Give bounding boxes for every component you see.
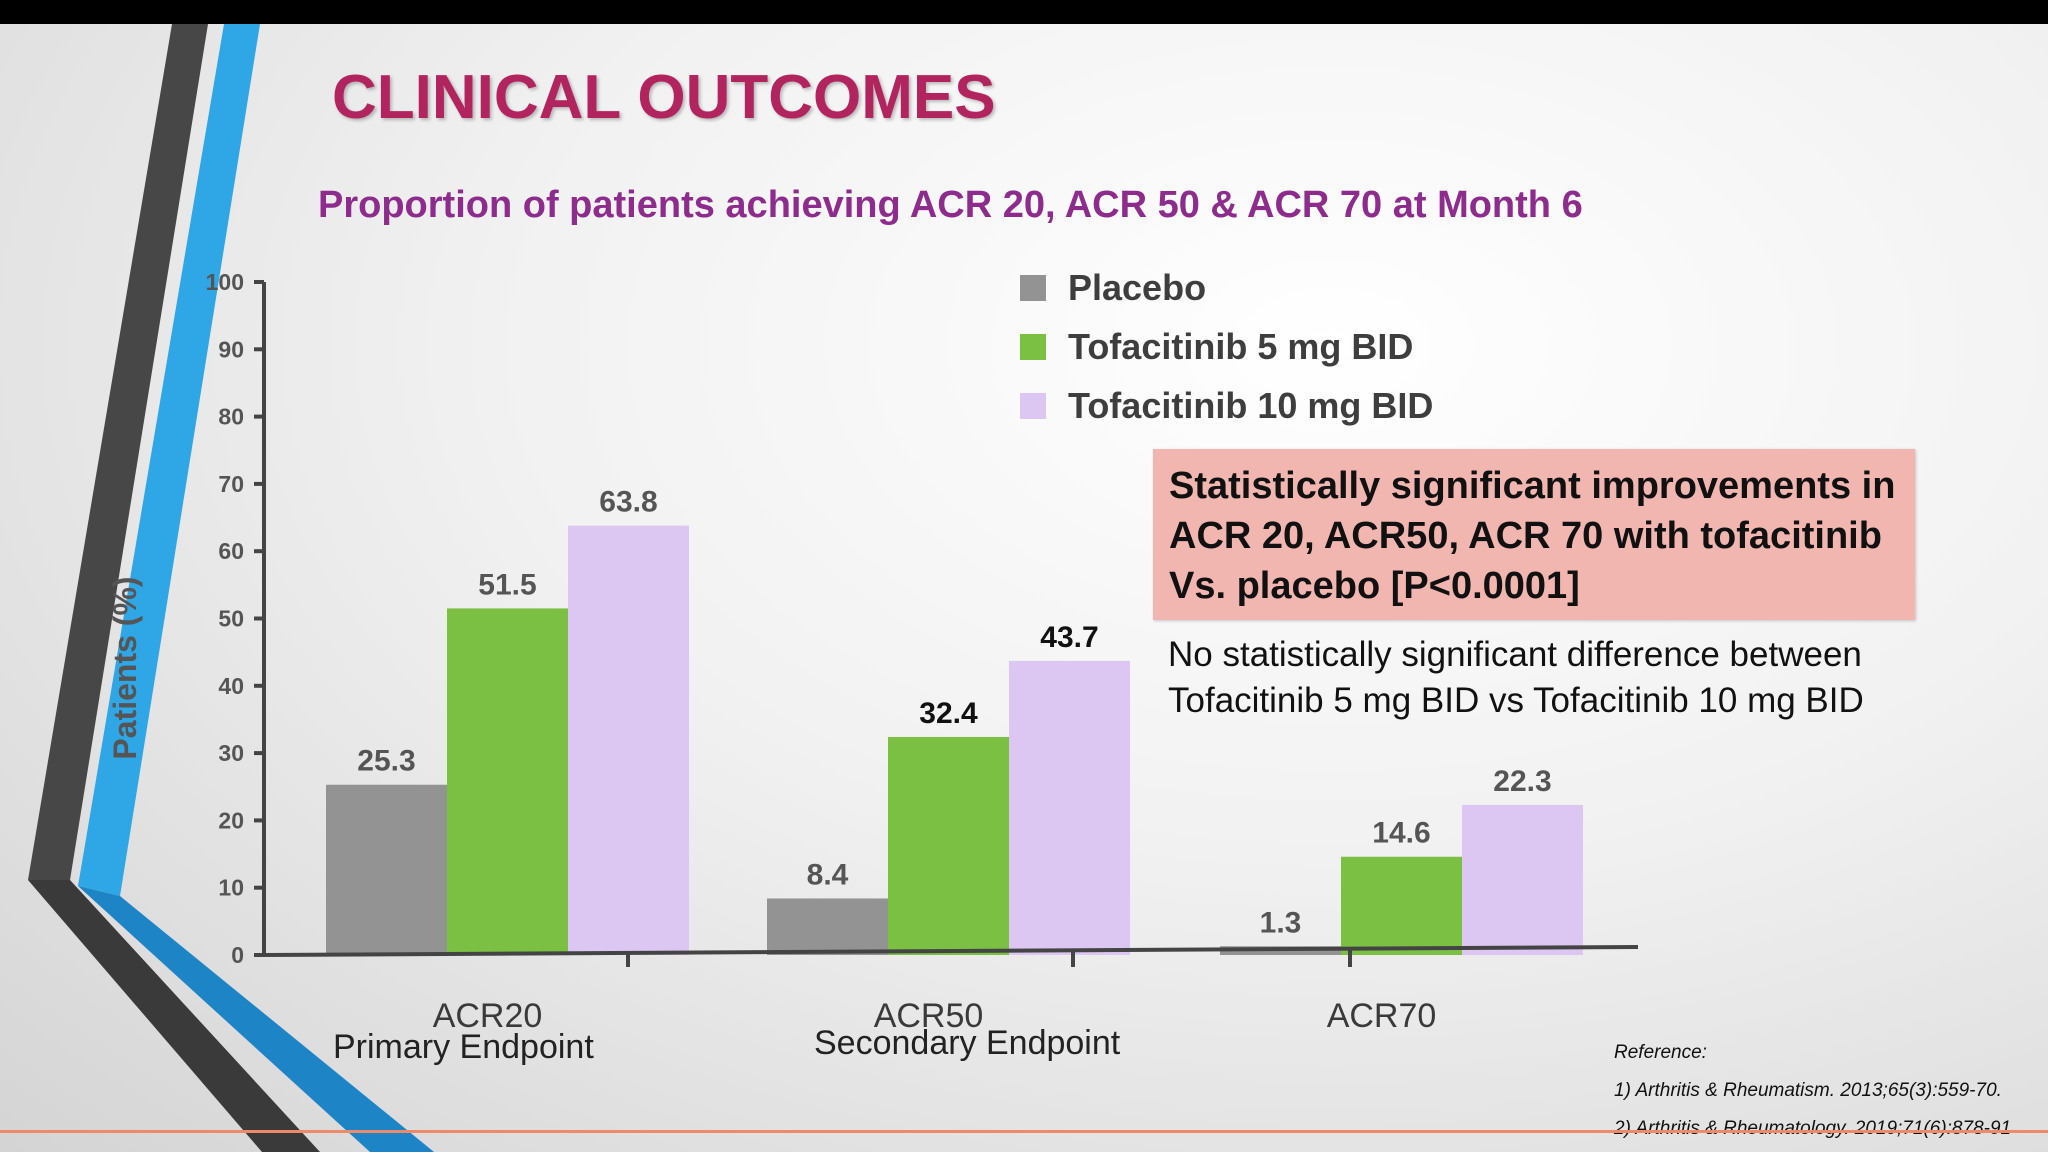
data-label-acr50-placebo: 8.4 <box>807 858 849 891</box>
y-tick-label-80: 80 <box>218 404 244 430</box>
y-tick-label-90: 90 <box>218 336 244 362</box>
no-difference-note: No statistically significant difference … <box>1168 635 1864 720</box>
top-letterbox-bar <box>0 0 2048 24</box>
bar-acr50-placebo <box>767 898 888 955</box>
y-tick-label-40: 40 <box>218 673 244 699</box>
y-tick-label-60: 60 <box>218 538 244 564</box>
y-tick-label-70: 70 <box>218 471 244 497</box>
blue-stripe-lower <box>78 886 434 1152</box>
axis-layer <box>254 280 1639 967</box>
secondary-endpoint-label: Secondary Endpoint <box>814 1024 1121 1062</box>
reference-item-1: 1) Arthritis & Rheumatism. 2013;65(3):55… <box>1614 1080 2002 1101</box>
bottom-accent-line <box>0 1130 2048 1133</box>
x-axis-line <box>263 945 1639 957</box>
category-label-acr70: ACR70 <box>1327 997 1437 1035</box>
category-label-acr20: ACR20 <box>433 997 543 1035</box>
data-label-acr70-placebo: 1.3 <box>1260 906 1302 939</box>
bar-acr20-tofacitinib-10-mg-bid <box>568 525 689 955</box>
legend-swatch-tofacitinib-10mg <box>1020 392 1046 419</box>
legend-label-tofacitinib-5mg: Tofacitinib 5 mg BID <box>1068 325 1414 367</box>
legend-item-tofacitinib-5mg: Tofacitinib 5 mg BID <box>1020 317 1433 376</box>
reference-heading: Reference: <box>1614 1042 1707 1063</box>
y-tick-label-0: 0 <box>231 942 244 968</box>
legend-swatch-tofacitinib-5mg <box>1020 333 1046 360</box>
y-axis-title: Patients (%) <box>107 576 143 759</box>
primary-endpoint-label: Primary Endpoint <box>333 1028 594 1066</box>
reference-item-2: 2) Arthritis & Rheumatology. 2019;71(6):… <box>1614 1118 2012 1139</box>
data-label-acr50-tofacitinib-5-mg-bid: 32.4 <box>919 697 978 730</box>
data-label-acr50-tofacitinib-10-mg-bid: 43.7 <box>1040 621 1098 654</box>
y-tick-label-50: 50 <box>218 606 244 632</box>
legend-label-placebo: Placebo <box>1068 266 1207 308</box>
dark-stripe-lower <box>28 880 320 1152</box>
category-label-acr50: ACR50 <box>874 997 984 1035</box>
bar-acr70-tofacitinib-10-mg-bid <box>1462 804 1583 955</box>
bar-acr20-placebo <box>326 784 447 955</box>
bar-acr70-tofacitinib-5-mg-bid <box>1341 856 1462 955</box>
y-tick-label-10: 10 <box>218 875 244 901</box>
bar-acr20-tofacitinib-5-mg-bid <box>447 608 568 955</box>
dark-stripe-upper <box>28 24 208 880</box>
legend-item-tofacitinib-10mg: Tofacitinib 10 mg BID <box>1020 376 1433 435</box>
significance-callout: Statistically significant improvements i… <box>1153 449 1915 620</box>
legend-swatch-placebo <box>1020 274 1046 301</box>
blue-stripe-upper <box>78 24 260 896</box>
y-tick-label-100: 100 <box>206 269 244 295</box>
data-label-acr70-tofacitinib-5-mg-bid: 14.6 <box>1372 817 1430 850</box>
legend-label-tofacitinib-10mg: Tofacitinib 10 mg BID <box>1068 384 1434 426</box>
data-label-acr20-tofacitinib-10-mg-bid: 63.8 <box>599 486 657 519</box>
y-tick-label-20: 20 <box>218 807 244 833</box>
bar-acr50-tofacitinib-5-mg-bid <box>888 736 1009 955</box>
y-tick-label-30: 30 <box>218 740 244 766</box>
data-label-acr20-placebo: 25.3 <box>357 745 415 778</box>
legend-item-placebo: Placebo <box>1020 258 1433 317</box>
chart-legend: Placebo Tofacitinib 5 mg BID Tofacitinib… <box>1020 258 1433 435</box>
data-label-acr20-tofacitinib-5-mg-bid: 51.5 <box>478 568 536 601</box>
bar-acr50-tofacitinib-10-mg-bid <box>1009 660 1130 955</box>
slide-title: CLINICAL OUTCOMES <box>332 63 996 132</box>
chart-subtitle: Proportion of patients achieving ACR 20,… <box>318 184 1583 226</box>
data-label-acr70-tofacitinib-10-mg-bid: 22.3 <box>1493 765 1551 798</box>
labels-layer: 25.3 51.5 63.8 ACR20 8.4 32.4 43.7 ACR50 1.3 14.6… <box>107 269 1552 1035</box>
bars-layer <box>326 525 1583 955</box>
